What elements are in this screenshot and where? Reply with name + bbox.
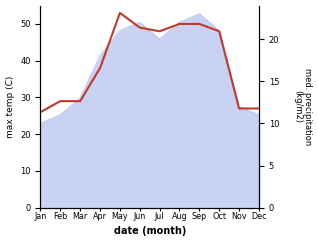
- Y-axis label: max temp (C): max temp (C): [5, 76, 15, 138]
- X-axis label: date (month): date (month): [114, 227, 186, 236]
- Y-axis label: med. precipitation
(kg/m2): med. precipitation (kg/m2): [293, 68, 313, 145]
